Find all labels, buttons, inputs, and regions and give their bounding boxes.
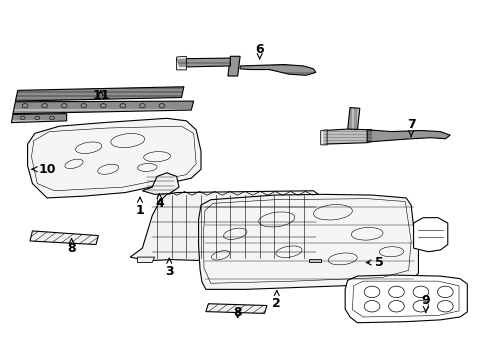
- Polygon shape: [27, 118, 201, 198]
- Text: 6: 6: [255, 42, 264, 59]
- Polygon shape: [323, 129, 372, 144]
- Polygon shape: [130, 191, 321, 262]
- Polygon shape: [11, 114, 67, 123]
- Text: 1: 1: [136, 197, 145, 217]
- Text: 4: 4: [155, 194, 164, 210]
- Text: 2: 2: [272, 291, 281, 310]
- Text: 7: 7: [407, 118, 416, 136]
- Polygon shape: [143, 173, 179, 194]
- Polygon shape: [367, 130, 450, 142]
- Polygon shape: [138, 257, 155, 262]
- Polygon shape: [176, 56, 186, 70]
- Polygon shape: [228, 56, 240, 76]
- Text: 3: 3: [165, 258, 173, 278]
- Polygon shape: [198, 194, 418, 289]
- Polygon shape: [206, 304, 267, 314]
- Polygon shape: [15, 87, 184, 101]
- Polygon shape: [347, 108, 360, 131]
- Polygon shape: [176, 58, 230, 67]
- Text: 9: 9: [421, 294, 430, 312]
- Polygon shape: [30, 231, 98, 244]
- Text: 5: 5: [367, 256, 384, 269]
- Text: 10: 10: [32, 163, 56, 176]
- Polygon shape: [13, 101, 194, 114]
- Text: 11: 11: [92, 89, 110, 102]
- Text: 8: 8: [233, 306, 242, 319]
- Polygon shape: [321, 130, 327, 145]
- Text: 8: 8: [67, 238, 76, 255]
- Polygon shape: [309, 259, 321, 262]
- Polygon shape: [240, 64, 316, 75]
- Polygon shape: [345, 275, 467, 323]
- Polygon shape: [414, 218, 448, 252]
